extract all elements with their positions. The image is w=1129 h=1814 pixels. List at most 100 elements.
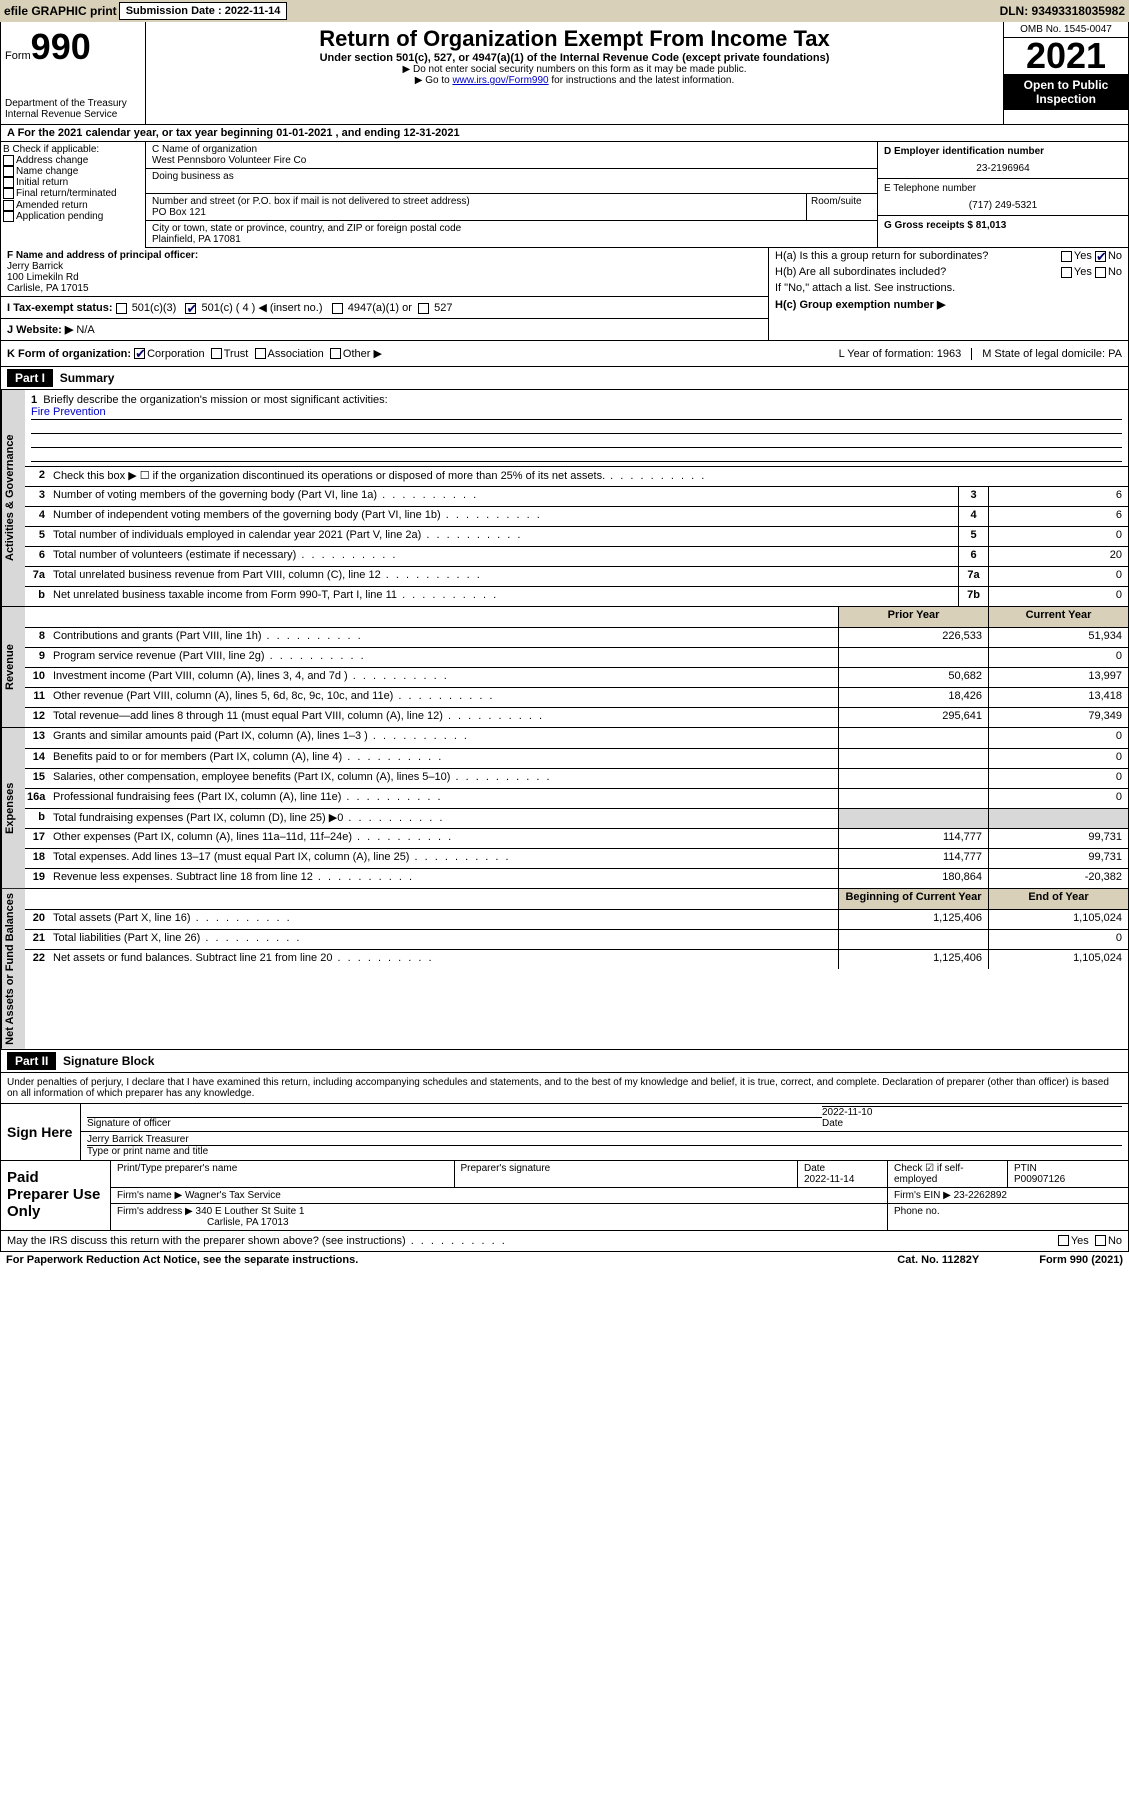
- firm-name-label: Firm's name ▶: [117, 1190, 182, 1201]
- street-value: PO Box 121: [152, 207, 206, 218]
- cb-discuss-no[interactable]: [1095, 1235, 1106, 1246]
- prior-year: 1,125,406: [838, 910, 988, 929]
- cb-hb-yes[interactable]: [1061, 267, 1072, 278]
- form-note1: ▶ Do not enter social security numbers o…: [150, 64, 999, 75]
- cb-final-return[interactable]: Final return/terminated: [3, 188, 143, 199]
- current-year: 13,418: [988, 688, 1128, 707]
- cb-ha-no[interactable]: [1095, 251, 1106, 262]
- current-year: 0: [988, 789, 1128, 808]
- line-num: 16a: [25, 789, 49, 808]
- summary-line: 8Contributions and grants (Part VIII, li…: [25, 627, 1128, 647]
- cb-address-change[interactable]: Address change: [3, 155, 143, 166]
- line-ref: 5: [958, 527, 988, 546]
- line-text: Total unrelated business revenue from Pa…: [49, 567, 958, 586]
- bottom-row: For Paperwork Reduction Act Notice, see …: [0, 1252, 1129, 1268]
- line-text: Total number of volunteers (estimate if …: [49, 547, 958, 566]
- prior-year: 226,533: [838, 628, 988, 647]
- cb-assoc[interactable]: [255, 348, 266, 359]
- phone-label: E Telephone number: [884, 183, 976, 194]
- line-text: Net unrelated business taxable income fr…: [49, 587, 958, 606]
- check-self: Check ☑ if self-employed: [888, 1161, 1008, 1187]
- line-ref: 7b: [958, 587, 988, 606]
- cb-corp[interactable]: [134, 348, 145, 359]
- line-num: 14: [25, 749, 49, 768]
- city-label: City or town, state or province, country…: [152, 223, 461, 234]
- firm-addr-label: Firm's address ▶: [117, 1206, 193, 1217]
- form-ref: Form 990 (2021): [1039, 1254, 1123, 1266]
- summary-line: bTotal fundraising expenses (Part IX, co…: [25, 808, 1128, 828]
- summary-line: 15Salaries, other compensation, employee…: [25, 768, 1128, 788]
- summary-line: 12Total revenue—add lines 8 through 11 (…: [25, 707, 1128, 727]
- submission-date-button[interactable]: Submission Date : 2022-11-14: [119, 2, 288, 20]
- box-b-label: B Check if applicable:: [3, 144, 143, 155]
- line-num: 5: [25, 527, 49, 546]
- officer-name: Jerry Barrick: [7, 261, 63, 272]
- cb-501c3[interactable]: [116, 303, 127, 314]
- current-year: -20,382: [988, 869, 1128, 888]
- line-value: 0: [988, 587, 1128, 606]
- section-fhi: F Name and address of principal officer:…: [0, 248, 1129, 341]
- cb-527[interactable]: [418, 303, 429, 314]
- line-text: Benefits paid to or for members (Part IX…: [49, 749, 838, 768]
- line-value: 20: [988, 547, 1128, 566]
- line-num: 18: [25, 849, 49, 868]
- cb-4947[interactable]: [332, 303, 343, 314]
- line-text: Total expenses. Add lines 13–17 (must eq…: [49, 849, 838, 868]
- sig-name-label: Type or print name and title: [87, 1145, 1122, 1157]
- street-label: Number and street (or P.O. box if mail i…: [152, 196, 470, 207]
- cb-initial-return[interactable]: Initial return: [3, 177, 143, 188]
- city-value: Plainfield, PA 17081: [152, 234, 241, 245]
- prior-year: 180,864: [838, 869, 988, 888]
- line-value: 0: [988, 527, 1128, 546]
- line-num: 3: [25, 487, 49, 506]
- line-text: Contributions and grants (Part VIII, lin…: [49, 628, 838, 647]
- current-year: 51,934: [988, 628, 1128, 647]
- summary-line: 22Net assets or fund balances. Subtract …: [25, 949, 1128, 969]
- line-num: b: [25, 809, 49, 828]
- vertical-tab: Activities & Governance: [1, 390, 25, 606]
- phone-value: (717) 249-5321: [884, 200, 1122, 211]
- irs-link[interactable]: www.irs.gov/Form990: [452, 75, 548, 86]
- room-label: Room/suite: [807, 194, 877, 220]
- cb-application-pending[interactable]: Application pending: [3, 211, 143, 222]
- line-text: Program service revenue (Part VIII, line…: [49, 648, 838, 667]
- current-year: 0: [988, 930, 1128, 949]
- cb-trust[interactable]: [211, 348, 222, 359]
- form-number: 990: [31, 26, 91, 67]
- current-year: 1,105,024: [988, 910, 1128, 929]
- ein-label: D Employer identification number: [884, 146, 1044, 157]
- firm-addr2: Carlisle, PA 17013: [207, 1217, 289, 1228]
- top-bar: efile GRAPHIC print Submission Date : 20…: [0, 0, 1129, 22]
- line-num: 13: [25, 728, 49, 748]
- cb-other[interactable]: [330, 348, 341, 359]
- prior-year: 114,777: [838, 849, 988, 868]
- cb-501c[interactable]: [185, 303, 196, 314]
- current-year: 79,349: [988, 708, 1128, 727]
- cb-amended-return[interactable]: Amended return: [3, 200, 143, 211]
- public-inspection: Open to Public Inspection: [1004, 74, 1128, 110]
- form-title: Return of Organization Exempt From Incom…: [150, 26, 999, 52]
- cb-name-change[interactable]: Name change: [3, 166, 143, 177]
- summary-line: 3Number of voting members of the governi…: [25, 486, 1128, 506]
- summary-line: 13Grants and similar amounts paid (Part …: [25, 728, 1128, 748]
- line-num: 2: [25, 467, 49, 486]
- current-year: 1,105,024: [988, 950, 1128, 969]
- header-right: OMB No. 1545-0047 2021 Open to Public In…: [1003, 22, 1128, 124]
- current-year: 13,997: [988, 668, 1128, 687]
- cb-ha-yes[interactable]: [1061, 251, 1072, 262]
- line-text: Check this box ▶ ☐ if the organization d…: [49, 467, 1128, 486]
- cb-hb-no[interactable]: [1095, 267, 1106, 278]
- ptin-label: PTIN: [1014, 1163, 1037, 1174]
- box-c: C Name of organizationWest Pennsboro Vol…: [146, 142, 1128, 248]
- line-text: Total revenue—add lines 8 through 11 (mu…: [49, 708, 838, 727]
- line-text: Number of independent voting members of …: [49, 507, 958, 526]
- line-value: 6: [988, 487, 1128, 506]
- line-text: Total number of individuals employed in …: [49, 527, 958, 546]
- cb-discuss-yes[interactable]: [1058, 1235, 1069, 1246]
- part-ii-header: Part II Signature Block: [0, 1050, 1129, 1073]
- summary-line: 9Program service revenue (Part VIII, lin…: [25, 647, 1128, 667]
- header-mid: Return of Organization Exempt From Incom…: [146, 22, 1003, 124]
- line-num: 22: [25, 950, 49, 969]
- dba-label: Doing business as: [146, 169, 877, 193]
- line-text: Number of voting members of the governin…: [49, 487, 958, 506]
